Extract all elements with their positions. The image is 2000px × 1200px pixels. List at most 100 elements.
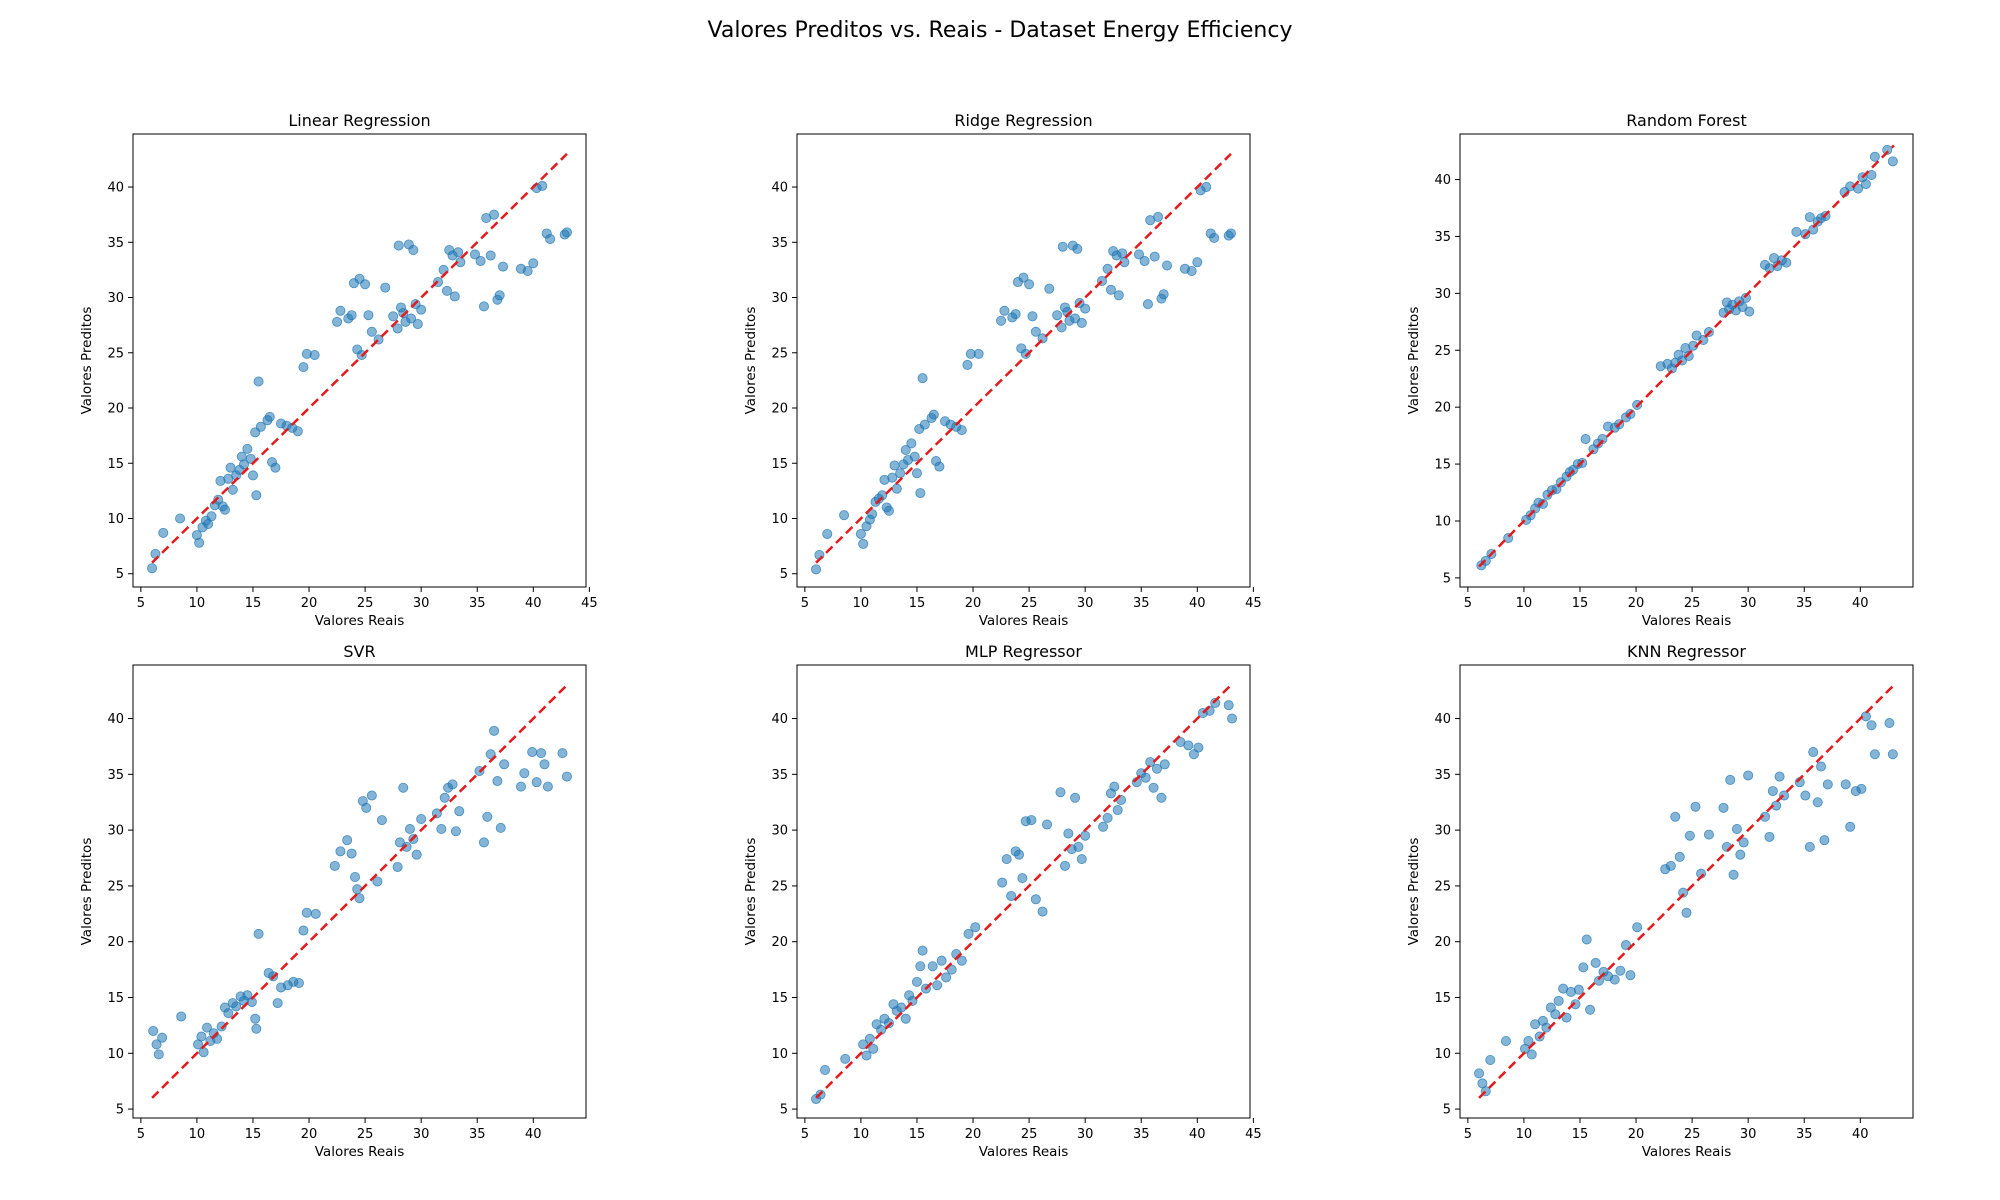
data-point — [223, 1008, 234, 1019]
data-point — [264, 411, 275, 422]
data-point — [1887, 749, 1898, 760]
data-point — [839, 510, 850, 521]
data-point — [346, 848, 357, 859]
data-point — [242, 443, 253, 454]
x-tick-label: 30 — [1740, 596, 1757, 611]
x-tick-label: 5 — [1464, 596, 1472, 611]
x-tick-label: 35 — [469, 596, 486, 611]
data-point — [1063, 828, 1074, 839]
data-point — [253, 928, 264, 939]
data-point — [1744, 306, 1755, 317]
data-point — [453, 247, 464, 258]
data-point — [1553, 995, 1564, 1006]
data-point — [202, 1022, 213, 1033]
data-point — [1625, 970, 1636, 981]
data-point — [251, 1023, 262, 1034]
data-point — [1819, 835, 1830, 846]
x-axis-label: Valores Reais — [1642, 613, 1732, 629]
data-point — [411, 849, 422, 860]
data-point — [900, 1013, 911, 1024]
data-point — [416, 813, 427, 824]
data-point — [363, 310, 374, 321]
x-tick-label: 30 — [1740, 1127, 1757, 1142]
data-point — [883, 1018, 894, 1029]
x-tick-label: 20 — [1628, 596, 1645, 611]
data-point — [864, 1033, 875, 1044]
data-point — [469, 249, 480, 260]
x-tick-label: 45 — [1245, 1127, 1262, 1142]
data-point — [492, 776, 503, 787]
data-point — [489, 725, 500, 736]
y-tick-label: 25 — [1434, 879, 1451, 894]
x-tick-label: 40 — [1852, 596, 1869, 611]
data-point — [1791, 226, 1802, 237]
data-point — [1227, 713, 1238, 724]
data-point — [1209, 232, 1220, 243]
y-tick-label: 35 — [107, 236, 124, 251]
x-tick-label: 10 — [1516, 1127, 1533, 1142]
data-point — [1001, 854, 1012, 865]
x-tick-label: 25 — [1684, 596, 1701, 611]
data-point — [151, 1039, 162, 1050]
data-point — [1804, 212, 1815, 223]
data-point — [1027, 311, 1038, 322]
data-point — [1882, 144, 1893, 155]
data-point — [1860, 711, 1871, 722]
data-point — [1869, 151, 1880, 162]
y-tick-label: 15 — [771, 457, 788, 472]
data-point — [996, 315, 1007, 326]
x-axis-label: Valores Reais — [315, 1144, 405, 1160]
data-point — [158, 527, 169, 538]
y-tick-label: 30 — [1434, 287, 1451, 302]
subplot-title: MLP Regressor — [965, 642, 1082, 661]
data-point — [909, 451, 920, 462]
data-point — [1193, 742, 1204, 753]
data-point — [148, 1025, 159, 1036]
data-point — [227, 484, 238, 495]
subplot-title: Random Forest — [1626, 111, 1746, 130]
data-point — [1573, 984, 1584, 995]
data-point — [1192, 257, 1203, 268]
x-tick-label: 20 — [301, 596, 318, 611]
data-point — [449, 291, 460, 302]
y-tick-label: 40 — [1434, 712, 1451, 727]
y-tick-label: 35 — [1434, 230, 1451, 245]
data-point — [498, 261, 509, 272]
data-point — [1076, 317, 1087, 328]
y-tick-label: 10 — [771, 512, 788, 527]
y-tick-label: 20 — [1434, 935, 1451, 950]
data-point — [198, 1047, 209, 1058]
axes-frame — [132, 133, 587, 588]
y-tick-label: 20 — [107, 402, 124, 417]
data-point — [1804, 841, 1815, 852]
data-point — [1474, 1068, 1485, 1079]
x-tick-label: 10 — [189, 596, 206, 611]
data-point — [896, 1002, 907, 1013]
data-point — [1153, 211, 1164, 222]
x-tick-label: 45 — [1245, 596, 1262, 611]
data-point — [335, 305, 346, 316]
y-tick-label: 35 — [771, 768, 788, 783]
data-point — [153, 1049, 164, 1060]
data-point — [157, 1032, 168, 1043]
data-point — [1006, 890, 1017, 901]
data-point — [392, 861, 403, 872]
data-point — [999, 305, 1010, 316]
y-tick-label: 25 — [771, 879, 788, 894]
data-point — [928, 409, 939, 420]
data-point — [499, 759, 510, 770]
data-point — [1139, 256, 1150, 267]
data-point — [531, 777, 542, 788]
data-point — [917, 373, 928, 384]
data-point — [1142, 299, 1153, 310]
data-point — [858, 538, 869, 549]
y-tick-label: 30 — [771, 824, 788, 839]
subplot-2: Ridge Regression 5 10 15 20 25 30 35 40 45 5 10 15 20… — [743, 111, 1262, 629]
data-point — [1148, 782, 1159, 793]
y-tick-label: 5 — [1443, 1103, 1451, 1118]
data-point — [1764, 831, 1775, 842]
data-point — [1684, 830, 1695, 841]
data-point — [877, 490, 888, 501]
data-point — [1678, 887, 1689, 898]
